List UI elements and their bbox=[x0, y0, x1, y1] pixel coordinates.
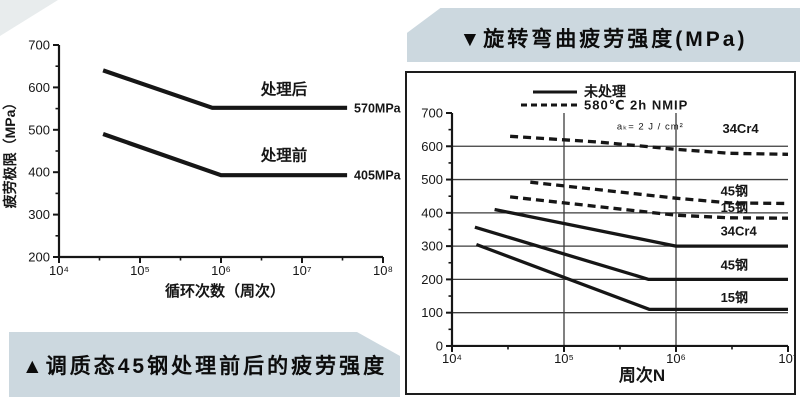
x-tick-label: 10⁶ bbox=[666, 351, 686, 366]
series-label: 45钢 bbox=[721, 184, 748, 199]
y-tick-label: 400 bbox=[28, 165, 50, 180]
x-axis-label: 循环次数（周次） bbox=[165, 282, 285, 300]
left-caption-banner: ▲调质态45钢处理前后的疲劳强度 bbox=[9, 332, 400, 397]
y-tick-label: 500 bbox=[28, 122, 50, 137]
annotation: aₖ= 2 J / cm² bbox=[617, 122, 684, 133]
series-value-label: 570MPa bbox=[354, 101, 402, 115]
series-dashed-line bbox=[509, 195, 789, 220]
series-dashed-line bbox=[530, 180, 789, 206]
series-label: 15钢 bbox=[721, 200, 748, 215]
left-chart: 200 300 400 500 600 700 10⁴ 10⁵ 10⁶ 10⁷ 10⁸ 循环次数（周次… bbox=[2, 38, 402, 301]
x-tick-label: 10⁴ bbox=[49, 263, 69, 278]
series-label: 15钢 bbox=[721, 290, 748, 305]
y-tick-label: 700 bbox=[421, 106, 443, 121]
series-dashed-line bbox=[509, 134, 789, 156]
y-tick-label: 300 bbox=[28, 207, 50, 222]
y-tick-label: 600 bbox=[421, 139, 443, 154]
right-chart-panel: 0 100 200 300 400 500 600 700 10⁴ 10⁵ 10⁶ 10⁷ 周次N 34C… bbox=[405, 71, 796, 395]
series-label: 处理后 bbox=[260, 80, 308, 99]
x-tick-label: 10⁵ bbox=[130, 263, 150, 278]
series-value-label: 405MPa bbox=[354, 169, 402, 183]
series-solid-line bbox=[102, 132, 348, 178]
y-tick-label: 300 bbox=[421, 239, 443, 254]
x-tick-label: 10⁷ bbox=[778, 351, 794, 366]
series-label: 34Cr4 bbox=[722, 121, 759, 136]
series-label: 45钢 bbox=[721, 257, 748, 272]
left-caption-text: ▲调质态45钢处理前后的疲劳强度 bbox=[21, 354, 388, 378]
y-tick-label: 700 bbox=[28, 38, 50, 53]
y-tick-label: 100 bbox=[421, 305, 443, 320]
series-solid-line bbox=[475, 242, 788, 312]
right-caption-text: ▼旋转弯曲疲劳强度(MPa) bbox=[459, 28, 748, 51]
right-caption-banner: ▼旋转弯曲疲劳强度(MPa) bbox=[407, 8, 800, 62]
series-solid-line bbox=[102, 68, 348, 110]
right-chart: 0 100 200 300 400 500 600 700 10⁴ 10⁵ 10⁶ 10⁷ 周次N 34C… bbox=[421, 84, 794, 386]
y-tick-label: 200 bbox=[28, 250, 50, 265]
y-tick-label: 500 bbox=[421, 172, 443, 187]
x-tick-label: 10⁷ bbox=[292, 263, 311, 278]
series-solid-line bbox=[474, 225, 788, 282]
x-tick-label: 10⁸ bbox=[373, 263, 393, 278]
y-tick-label: 0 bbox=[436, 338, 443, 353]
x-tick-label: 10⁶ bbox=[211, 263, 231, 278]
series-label: 34Cr4 bbox=[721, 223, 758, 238]
x-tick-label: 10⁴ bbox=[442, 351, 462, 366]
y-tick-label: 400 bbox=[421, 205, 443, 220]
legend-label: 未处理 bbox=[584, 84, 626, 100]
y-tick-label: 200 bbox=[421, 272, 443, 287]
y-tick-label: 600 bbox=[28, 80, 50, 95]
y-axis-label: 疲劳极限（MPa） bbox=[2, 96, 18, 209]
series-label: 处理前 bbox=[260, 145, 308, 164]
series-solid-line bbox=[494, 207, 788, 248]
x-axis-label: 周次N bbox=[619, 365, 665, 385]
legend-label: 580℃ 2h NMIP bbox=[584, 98, 688, 113]
x-tick-label: 10⁵ bbox=[554, 351, 574, 366]
